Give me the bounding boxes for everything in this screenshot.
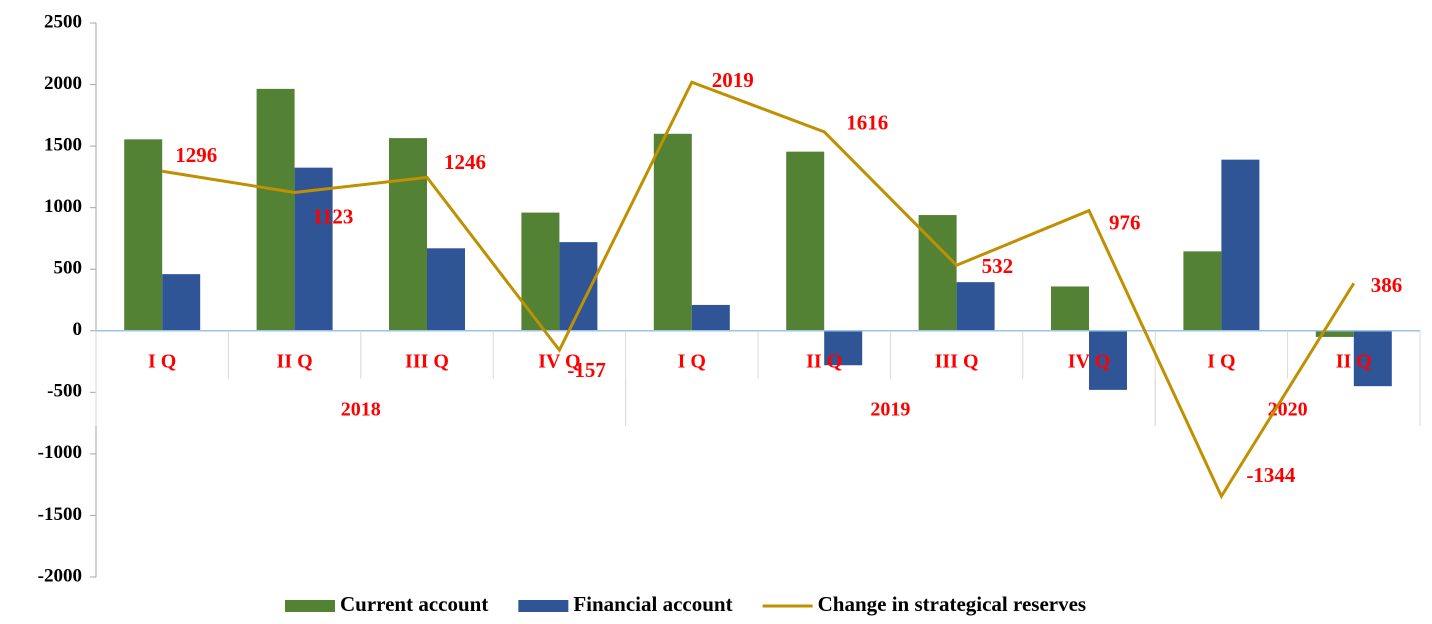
x-tick-label: I Q <box>678 350 706 372</box>
y-tick-label: -500 <box>47 381 82 402</box>
legend-label: Current account <box>340 592 488 616</box>
bar <box>162 274 201 331</box>
bar <box>1183 251 1222 331</box>
bar <box>691 304 730 331</box>
group-label: 2019 <box>870 398 910 420</box>
data-label: 386 <box>1371 273 1403 297</box>
data-label: 976 <box>1109 210 1141 234</box>
y-tick-label: 1000 <box>44 196 82 217</box>
bar <box>124 139 163 331</box>
y-tick-label: 2000 <box>44 73 82 94</box>
data-label: 1296 <box>175 143 217 167</box>
bar <box>256 88 295 331</box>
data-label: 2019 <box>712 68 754 92</box>
bar <box>1353 330 1392 387</box>
data-label: 532 <box>982 254 1014 278</box>
bar <box>1221 159 1260 331</box>
x-tick-label: III Q <box>935 350 979 372</box>
bar <box>956 282 995 331</box>
y-tick-label: -1000 <box>38 442 82 463</box>
bar <box>824 330 863 366</box>
y-tick-label: 1500 <box>44 134 82 155</box>
bar <box>521 212 560 331</box>
x-tick-label: II Q <box>277 350 313 372</box>
y-tick-label: 0 <box>73 319 83 340</box>
legend-swatch <box>285 600 335 612</box>
y-tick-label: 500 <box>54 258 83 279</box>
bar <box>427 248 465 331</box>
x-tick-label: II Q <box>1336 350 1372 372</box>
legend-swatch <box>518 600 569 612</box>
data-label: -157 <box>567 358 606 382</box>
legend-label: Change in strategical reserves <box>818 592 1086 616</box>
data-label: 1616 <box>846 111 888 135</box>
line <box>161 80 1356 500</box>
x-tick-label: I Q <box>1207 350 1235 372</box>
bar <box>1089 330 1127 390</box>
x-tick-label: III Q <box>405 350 449 372</box>
x-tick-label: IV Q <box>538 350 580 372</box>
bar <box>653 133 692 331</box>
y-tick-label: 2500 <box>44 11 82 32</box>
x-tick-label: IV Q <box>1068 350 1110 372</box>
bar <box>1051 286 1089 331</box>
x-tick-label: I Q <box>148 350 176 372</box>
bar <box>389 138 427 331</box>
bar <box>1315 330 1354 337</box>
bar <box>294 167 333 331</box>
x-tick-label: II Q <box>806 350 842 372</box>
y-tick-label: -2000 <box>38 565 82 586</box>
data-label: 1246 <box>444 150 486 174</box>
group-label: 2018 <box>341 398 381 420</box>
data-label: -1344 <box>1246 463 1295 487</box>
y-tick-label: -1500 <box>38 504 82 525</box>
bar <box>786 151 825 331</box>
group-label: 2020 <box>1268 398 1308 420</box>
data-label: 1123 <box>313 204 354 228</box>
legend-label: Financial account <box>573 592 732 616</box>
